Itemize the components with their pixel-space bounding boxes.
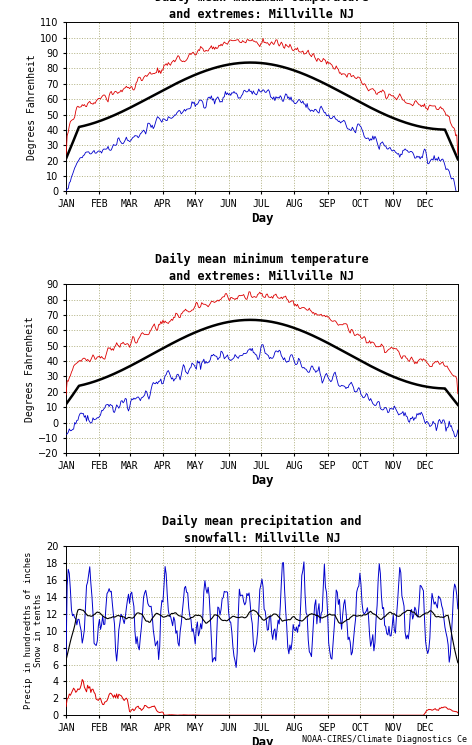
Title: Daily mean precipitation and
snowfall: Millville NJ: Daily mean precipitation and snowfall: M…	[162, 515, 362, 545]
X-axis label: Day: Day	[251, 212, 273, 225]
X-axis label: Day: Day	[251, 735, 273, 745]
Title: Daily mean minimum temperature
and extremes: Millville NJ: Daily mean minimum temperature and extre…	[155, 253, 369, 283]
Y-axis label: Degrees Fahrenheit: Degrees Fahrenheit	[25, 316, 35, 422]
Y-axis label: Precip in hundredths of inches
Snow in tenths: Precip in hundredths of inches Snow in t…	[24, 552, 43, 709]
Text: NOAA-CIRES/Climate Diagnostics Ce: NOAA-CIRES/Climate Diagnostics Ce	[302, 735, 467, 744]
Title: Daily mean maximum temperature
and extremes: Millville NJ: Daily mean maximum temperature and extre…	[155, 0, 369, 21]
Y-axis label: Degrees Fahrenheit: Degrees Fahrenheit	[27, 54, 37, 159]
X-axis label: Day: Day	[251, 474, 273, 486]
